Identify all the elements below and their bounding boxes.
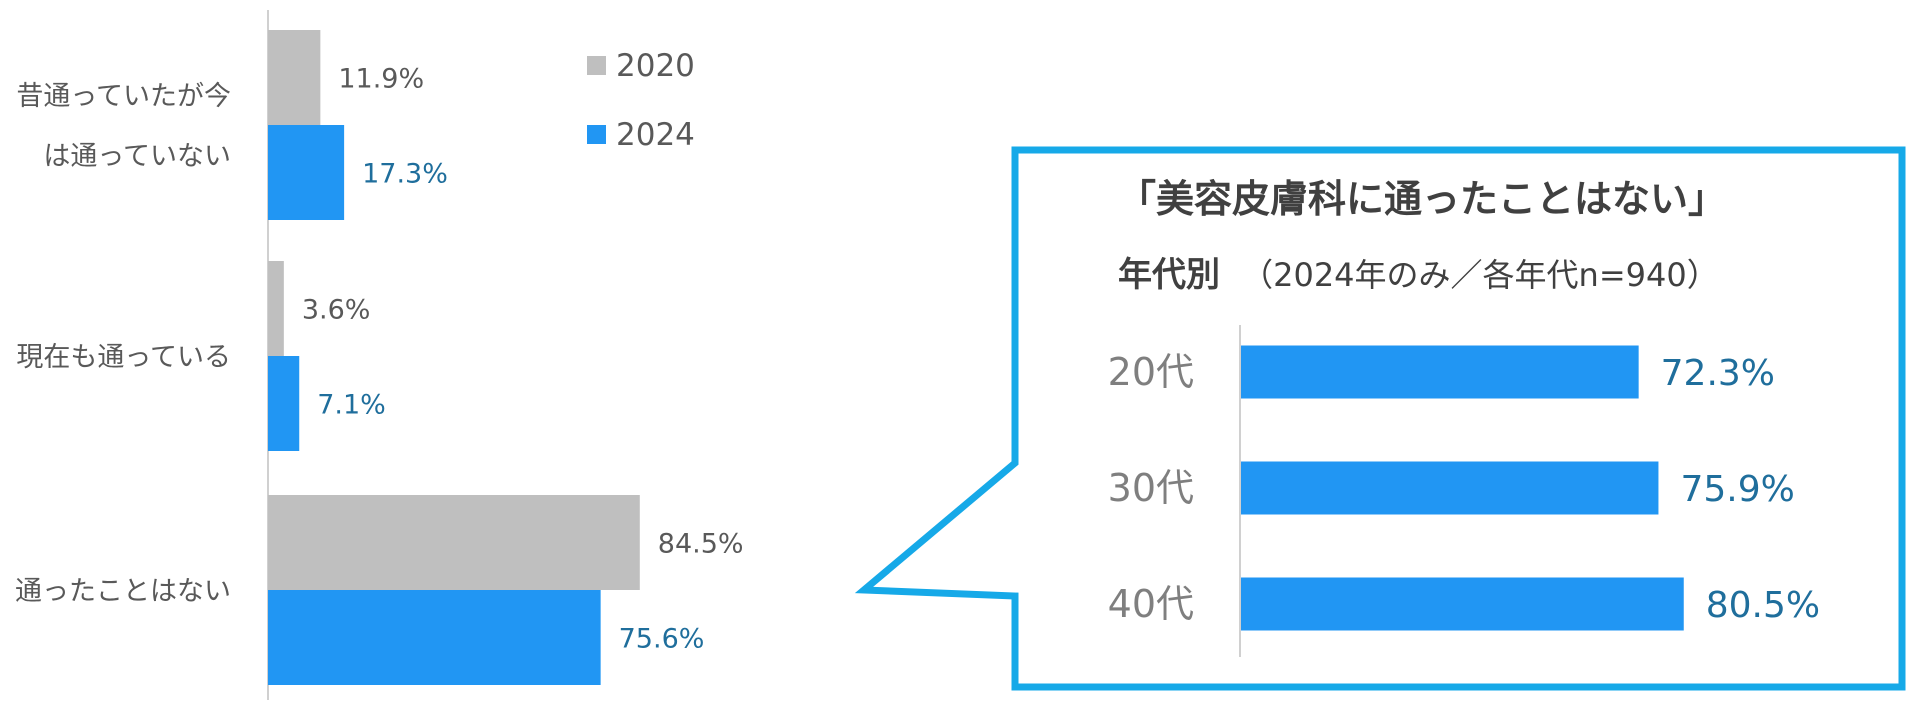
inset-category-label-3: 40代 [1108,582,1194,626]
legend-swatch-2020 [587,56,606,75]
callout-subtitle: 年代別 （2024年のみ／各年代n=940） [1118,255,1719,295]
inset-bar-3 [1241,577,1684,631]
inset-bar-1 [1241,345,1639,399]
inset-category-label-2: 30代 [1108,466,1194,510]
value-label-2020-3: 84.5% [658,529,744,560]
value-label-2024-1: 17.3% [362,159,448,190]
value-label-2024-2: 7.1% [317,390,386,421]
inset-value-label-2: 75.9% [1680,469,1794,510]
callout-title: 「美容皮膚科に通ったことはない」 [1118,177,1726,221]
category-label-3: 通ったことはない [15,576,231,607]
inset-value-label-3: 80.5% [1706,585,1820,626]
legend-swatch-2024 [587,125,606,144]
bar-2024-2 [268,356,300,451]
value-label-2024-3: 75.6% [619,624,705,655]
inset-bars: 20代 72.3% 30代 75.9% 40代 80.5% [1108,345,1820,631]
callout-border [854,146,1906,691]
legend-label-2020: 2020 [616,48,695,84]
bar-2020-2 [268,261,284,356]
category-label-2: 現在も通っている [16,342,231,373]
inset-value-label-1: 72.3% [1661,353,1775,394]
category-label-1-line-2: は通っていない [43,141,231,172]
value-label-2020-2: 3.6% [302,295,371,326]
inset-category-label-1: 20代 [1108,350,1194,394]
callout-subtitle-note: （2024年のみ／各年代n=940） [1241,256,1719,294]
legend-label-2024: 2024 [616,117,695,153]
bar-2020-3 [268,495,640,590]
legend: 2020 2024 [587,48,695,153]
bar-2024-1 [268,125,345,220]
callout: 「美容皮膚科に通ったことはない」 年代別 （2024年のみ／各年代n=940） … [854,146,1906,691]
inset-bar-2 [1241,461,1659,515]
category-label-1-line-1: 昔通っていたが今 [16,81,231,112]
bars: 11.9% 17.3% 3.6% 7.1% 84.5% 75.6% [268,30,744,685]
callout-subtitle-bold: 年代別 [1118,255,1220,295]
bar-2024-3 [268,590,601,685]
value-label-2020-1: 11.9% [338,64,424,95]
bar-2020-1 [268,30,321,125]
